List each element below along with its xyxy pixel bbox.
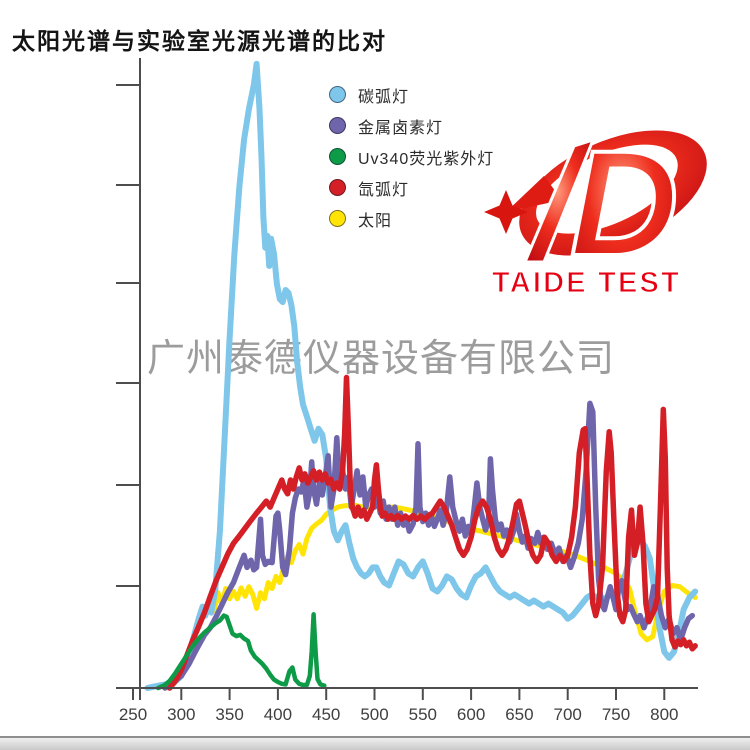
xenon-arc-lamp-swatch-icon [329, 179, 346, 196]
logo-star-icon [484, 190, 528, 234]
logo-numeral-stroke [522, 137, 596, 264]
x-tick-label: 400 [264, 705, 292, 724]
x-tick-label: 450 [312, 705, 340, 724]
x-tick-label: 550 [409, 705, 437, 724]
x-tick-label: 500 [360, 705, 388, 724]
x-tick-label: 300 [167, 705, 195, 724]
legend-item-metal-halide-lamp: 金属卤素灯 [329, 110, 494, 141]
x-tick-label: 600 [457, 705, 485, 724]
legend-label: 氙弧灯 [358, 181, 410, 199]
sun-swatch-icon [329, 210, 346, 227]
x-tick-label: 700 [554, 705, 582, 724]
x-tick-label: 250 [119, 705, 147, 724]
watermark-text: 广州泰德仪器设备有限公司 [147, 338, 616, 380]
curve-uv340 [155, 612, 327, 691]
x-tick-label: 750 [602, 705, 630, 724]
axes: 250 300 350 400 450 500 550 600 650 700 750 800 [116, 58, 698, 724]
logo-tail [506, 176, 562, 212]
legend-item-sun: 太阳 [329, 203, 494, 234]
legend-item-xenon-arc-lamp: 氙弧灯 [329, 172, 494, 203]
metal-halide-lamp-swatch-icon [329, 117, 346, 134]
logo-swoosh-icon: D [484, 120, 707, 289]
legend-label: 太阳 [358, 212, 393, 230]
legend-label: 金属卤素灯 [358, 119, 444, 137]
x-tick-label: 350 [215, 705, 243, 724]
brand-logo: D TAIDE TEST TAIDE TEST [484, 120, 707, 300]
x-tick-label: 650 [505, 705, 533, 724]
chart-legend: 碳弧灯金属卤素灯 Uv340荧光紫外灯 氙弧灯太阳 [329, 79, 494, 234]
carbon-arc-lamp-swatch-icon [329, 86, 346, 103]
uv340-lamp-swatch-icon [329, 148, 346, 165]
logo-wordmark: TAIDE TEST [492, 267, 681, 299]
logo-wordmark-inline: TAIDE TEST [492, 267, 681, 299]
curve-metal-halide [162, 400, 696, 691]
legend-label: 碳弧灯 [358, 88, 410, 106]
logo-letter-d: D [570, 120, 678, 287]
chart-title: 太阳光谱与实验室光源光谱的比对 [12, 28, 387, 54]
x-tick-label: 800 [650, 705, 678, 724]
legend-item-uv340-lamp: Uv340荧光紫外灯 [329, 141, 494, 172]
legend-label: Uv340荧光紫外灯 [358, 150, 495, 168]
legend-item-carbon-arc-lamp: 碳弧灯 [329, 79, 494, 110]
horizontal-scrollbar[interactable] [0, 736, 750, 750]
curve-xenon-arc [166, 374, 698, 691]
